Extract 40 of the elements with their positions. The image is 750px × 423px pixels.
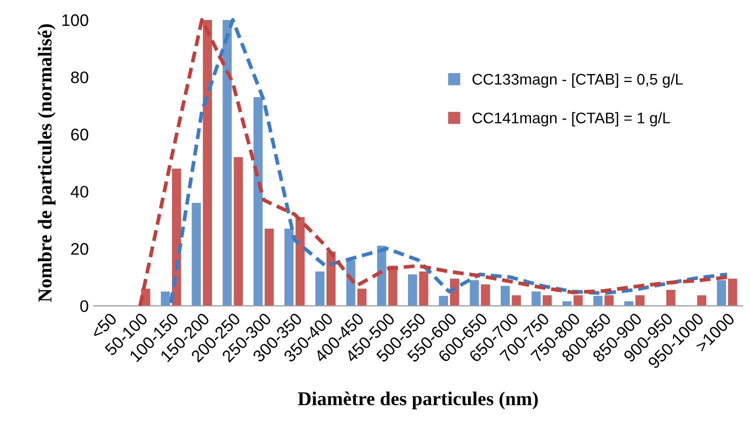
y-tick-label: 40	[70, 186, 88, 198]
bar	[635, 295, 644, 306]
bar	[593, 296, 602, 306]
bar	[438, 296, 448, 306]
bar	[234, 157, 243, 306]
bar	[512, 295, 521, 306]
bar	[604, 295, 614, 306]
bar	[254, 97, 263, 306]
bar	[532, 292, 541, 306]
bar	[574, 295, 583, 306]
y-axis-title: Nombre de particules (normalisé)	[38, 24, 56, 302]
y-tick-label: 60	[71, 128, 88, 140]
y-tick-label: 100	[62, 14, 88, 26]
y-tick-label: 0	[80, 300, 88, 312]
bar	[264, 228, 274, 306]
legend-label: CC141magn - [CTAB] = 1 g/L	[472, 112, 670, 126]
bar	[388, 266, 398, 306]
bar	[202, 20, 212, 306]
bar	[222, 20, 232, 306]
bar	[346, 260, 356, 306]
bar	[728, 278, 738, 306]
bar	[284, 228, 294, 306]
bar	[408, 274, 418, 306]
y-tick-label: 80	[71, 71, 88, 84]
bar	[666, 290, 676, 306]
bar	[160, 292, 170, 306]
bar	[500, 286, 510, 306]
x-axis-title: Diamètre des particules (nm)	[298, 392, 538, 410]
bar	[470, 280, 479, 306]
bar	[315, 272, 324, 306]
bar	[357, 288, 366, 306]
bar	[296, 217, 305, 306]
bar	[419, 272, 428, 306]
bar	[716, 280, 726, 306]
bar	[542, 295, 552, 306]
bar	[480, 284, 490, 306]
y-tick-label: 20	[71, 243, 88, 255]
bar	[192, 202, 201, 306]
legend-label: CC133magn - [CTAB] = 0,5 g/L	[472, 73, 683, 88]
bar	[697, 295, 706, 306]
